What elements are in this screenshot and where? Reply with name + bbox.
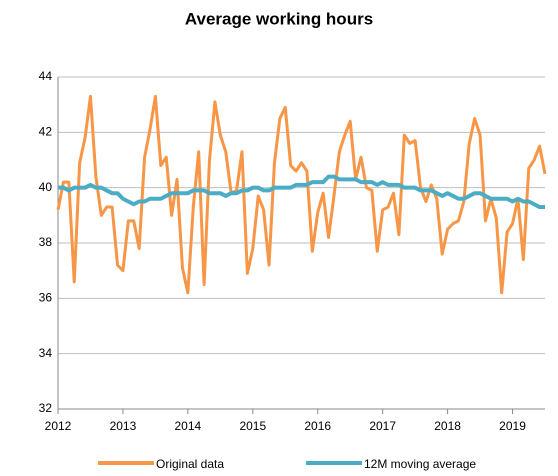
y-tick-label: 34	[39, 346, 53, 360]
x-tick-label: 2015	[239, 419, 266, 433]
x-tick-label: 2018	[434, 419, 461, 433]
y-tick-label: 38	[39, 235, 53, 249]
y-tick-label: 42	[39, 125, 53, 139]
legend-label: 12M moving average	[364, 457, 476, 471]
series-line	[56, 94, 547, 295]
chart-title: Average working hours	[185, 9, 373, 28]
y-tick-label: 36	[39, 291, 53, 305]
legend-label: Original data	[156, 457, 224, 471]
x-tick-label: 2019	[499, 419, 526, 433]
y-tick-label: 32	[39, 401, 53, 415]
y-tick-label: 40	[39, 180, 53, 194]
x-tick-label: 2013	[110, 419, 137, 433]
x-tick-label: 2017	[369, 419, 396, 433]
series-line	[58, 174, 545, 210]
x-tick-label: 2012	[45, 419, 72, 433]
x-tick-label: 2014	[175, 419, 202, 433]
x-tick-label: 2016	[304, 419, 331, 433]
y-tick-label: 44	[39, 69, 53, 83]
